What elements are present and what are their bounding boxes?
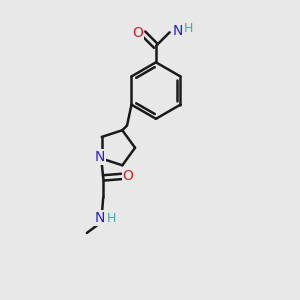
Text: N: N (172, 24, 183, 38)
Text: N: N (95, 211, 105, 225)
Text: N: N (95, 150, 105, 164)
Text: O: O (133, 26, 143, 40)
Text: H: H (106, 212, 116, 224)
Text: H: H (184, 22, 193, 35)
Text: O: O (123, 169, 134, 182)
